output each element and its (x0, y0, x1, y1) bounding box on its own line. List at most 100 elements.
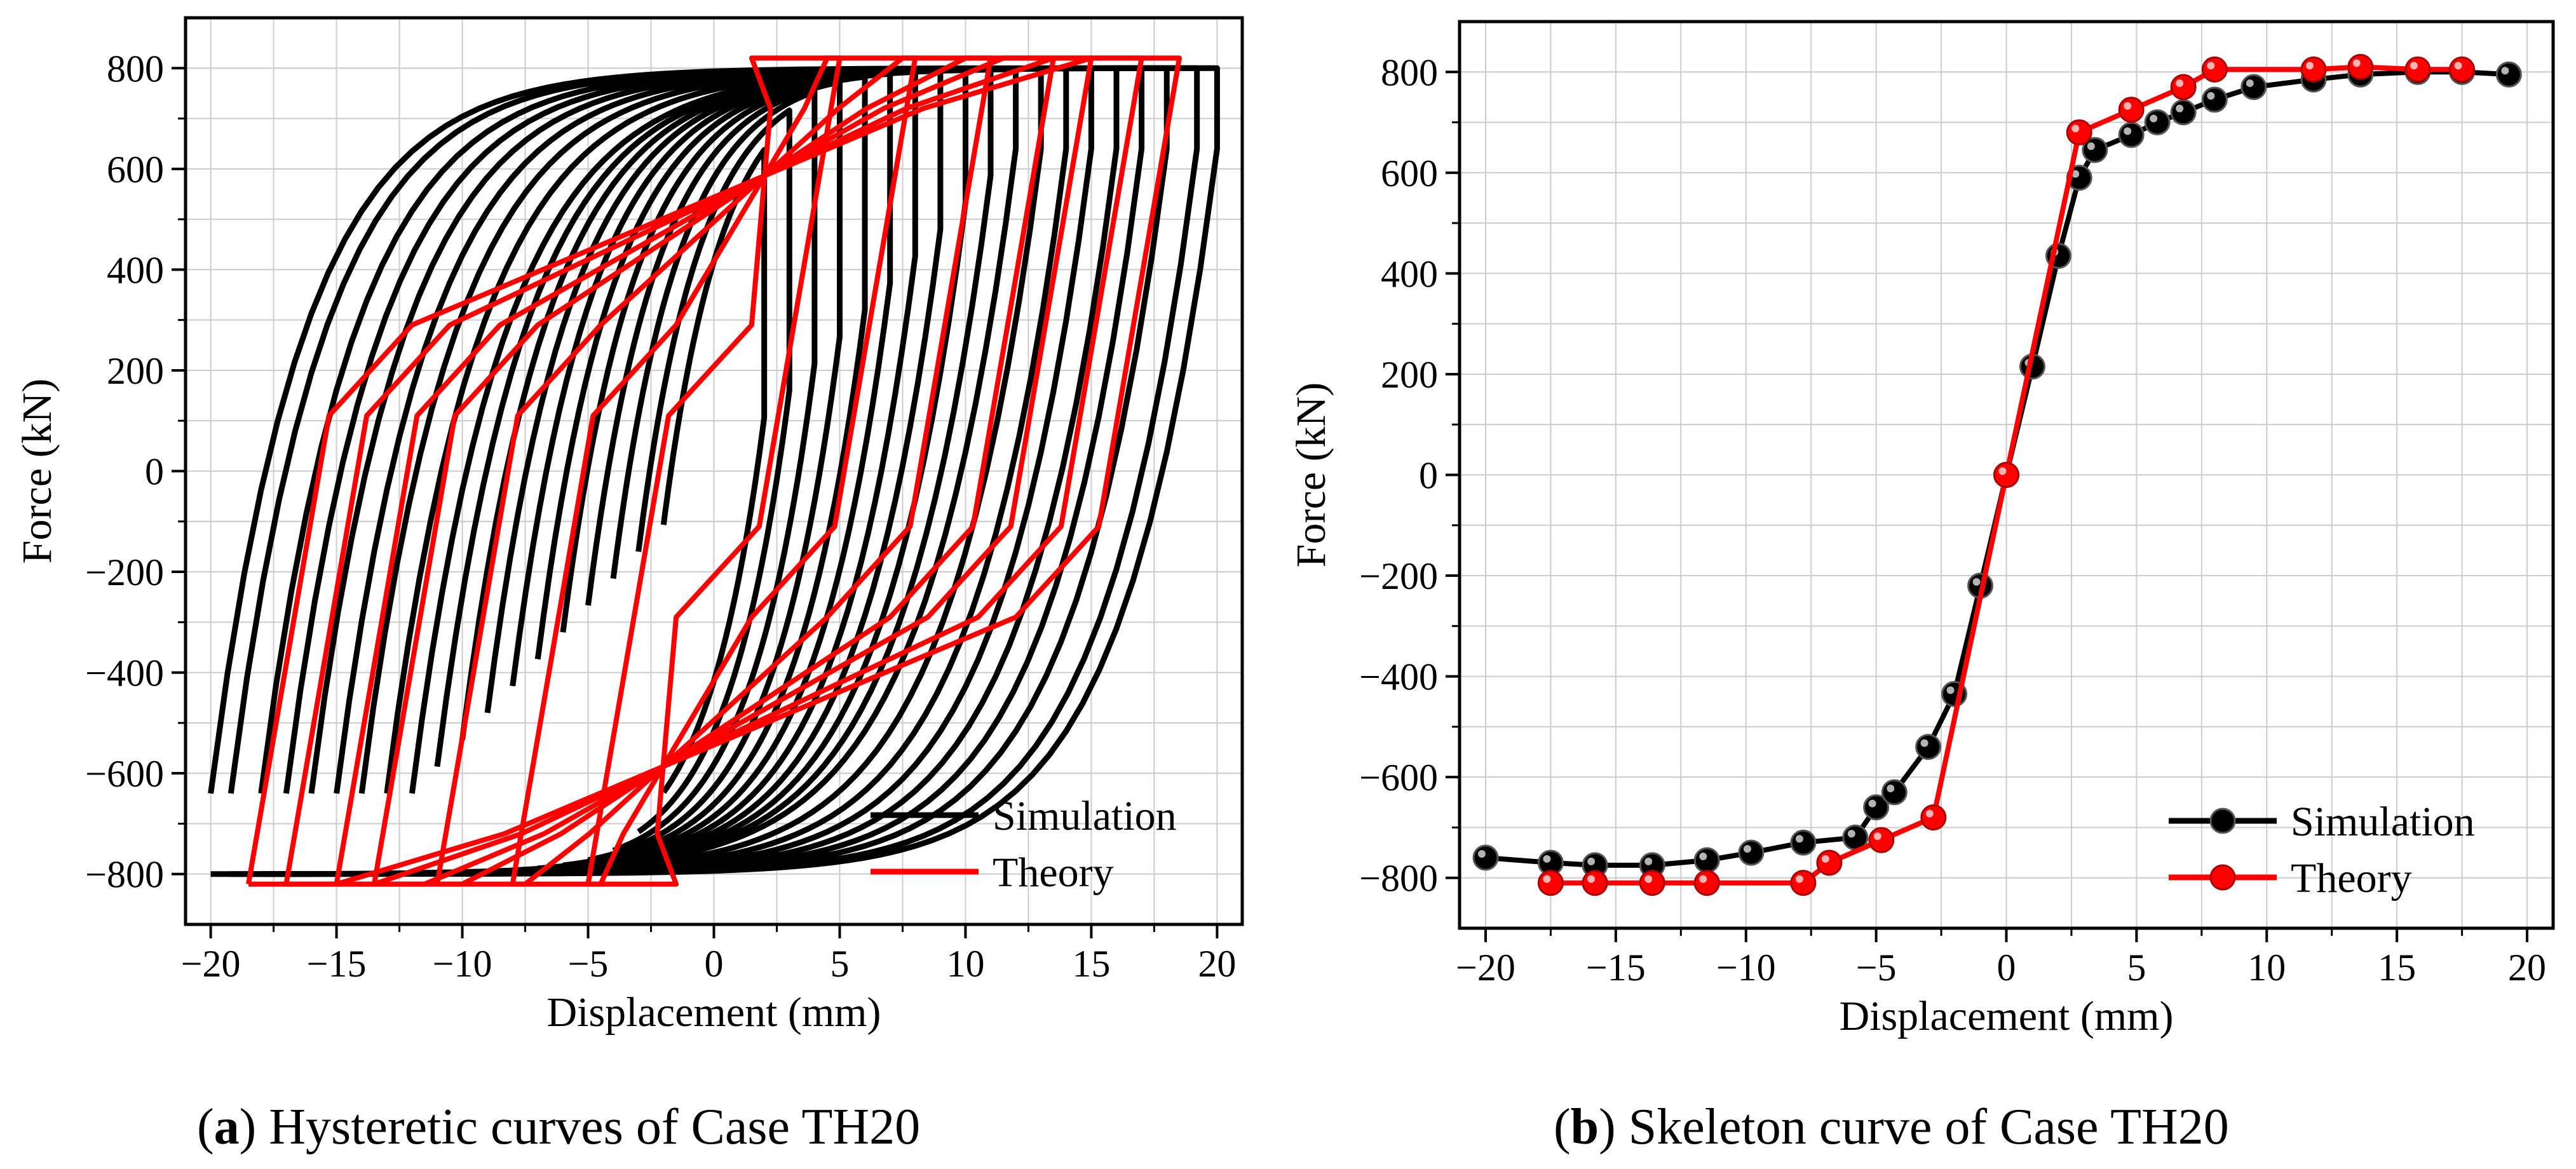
y-tick-label: −600 (1359, 757, 1438, 799)
data-point-highlight (1587, 857, 1596, 865)
x-axis: −20 −15 −10 −5 0 5 10 15 20 (181, 924, 1236, 985)
data-point-theory (1920, 804, 1947, 831)
data-point-theory (1582, 870, 1608, 896)
data-point-simulation (2118, 121, 2145, 148)
hysteresis-loop-simulation (660, 147, 768, 794)
y-tick-label: 200 (107, 350, 164, 392)
x-tick-label: 15 (1072, 943, 1110, 985)
x-tick-label: −20 (181, 943, 241, 985)
data-point-highlight (1920, 739, 1929, 747)
data-point-theory (2404, 56, 2431, 83)
data-point-highlight (1972, 578, 1981, 586)
data-point-theory (1790, 870, 1817, 896)
data-point-simulation (2201, 86, 2228, 113)
data-point-highlight (1925, 809, 1934, 818)
data-point-highlight (1821, 855, 1829, 863)
x-tick-label: −5 (1856, 947, 1897, 989)
x-tick-label: −10 (1716, 947, 1776, 989)
plot-area (208, 55, 1220, 887)
data-point-highlight (2176, 104, 2184, 112)
data-point-highlight (2410, 62, 2418, 70)
data-point-simulation (2495, 61, 2522, 88)
y-tick-label: 200 (1381, 354, 1438, 396)
x-tick-label: 15 (2378, 947, 2416, 989)
caption-text: ) Hysteretic curves of Case TH20 (240, 1099, 921, 1155)
x-axis-title: Displacement (mm) (1839, 993, 2173, 1039)
legend-label-theory: Theory (2291, 855, 2412, 902)
y-axis: −800 −600 −400 −200 0 200 400 600 800 (85, 48, 186, 896)
data-point-theory (2201, 56, 2228, 83)
data-point-simulation (2144, 109, 2171, 136)
hysteresis-loop-simulation (208, 65, 1220, 877)
data-point-highlight (2501, 67, 2509, 75)
gridlines (1460, 22, 2553, 928)
y-tick-label: 400 (1381, 253, 1438, 295)
data-point-highlight (1543, 875, 1551, 883)
data-point-theory (2449, 56, 2476, 83)
x-tick-label: −15 (307, 943, 367, 985)
chart-hysteretic: −20 −15 −10 −5 0 5 10 15 20 −800 −600 −400 −200 0 200 4… (14, 16, 1244, 1155)
data-point-highlight (1887, 784, 1895, 792)
caption-text: ) Skeleton curve of Case TH20 (1599, 1099, 2229, 1155)
series-theory (1537, 53, 2476, 896)
caption-open: ( (1554, 1099, 1571, 1155)
data-point-highlight (1868, 799, 1876, 807)
x-axis-title: Displacement (mm) (546, 989, 881, 1036)
data-point-highlight (2087, 142, 2095, 151)
legend-marker-simulation (2209, 807, 2236, 834)
figure-caption: (b) Skeleton curve of Case TH20 (1554, 1099, 2229, 1155)
data-point-highlight (2176, 79, 2184, 88)
y-tick-label: −200 (1359, 555, 1438, 597)
data-point-highlight (1587, 875, 1596, 883)
y-tick-label: −400 (85, 652, 164, 694)
caption-letter: b (1571, 1099, 1599, 1155)
data-point-highlight (2352, 59, 2361, 67)
data-point-simulation (1738, 839, 1765, 866)
y-tick-label: −800 (1359, 858, 1438, 900)
data-point-simulation (1472, 844, 1499, 871)
y-tick-label: 400 (107, 249, 164, 291)
data-point-highlight (1644, 857, 1653, 865)
hysteresis-loop-simulation (560, 74, 868, 868)
data-point-highlight (1873, 832, 1881, 841)
legend-label-theory: Theory (993, 849, 1114, 896)
data-point-highlight (2207, 91, 2215, 100)
data-point-highlight (2071, 125, 2080, 133)
data-point-theory (1693, 870, 1720, 896)
data-point-simulation (1915, 734, 1942, 760)
data-point-theory (2347, 53, 2374, 80)
y-tick-label: 600 (107, 149, 164, 191)
data-point-theory (1639, 870, 1665, 896)
data-point-highlight (2124, 127, 2132, 135)
data-point-simulation (2240, 74, 2267, 100)
data-point-highlight (1795, 835, 1803, 843)
data-point-highlight (2454, 62, 2462, 70)
series-theory (246, 55, 1182, 887)
data-point-highlight (1644, 875, 1653, 883)
data-point-simulation (1790, 829, 1817, 856)
hysteresis-loop-theory (246, 55, 1182, 887)
x-tick-label: −10 (433, 943, 492, 985)
y-axis-title: Force (kN) (14, 379, 60, 564)
y-tick-label: −400 (1359, 656, 1438, 698)
data-point-simulation (1693, 847, 1720, 874)
x-tick-label: 20 (2508, 947, 2546, 989)
x-tick-label: 20 (1198, 943, 1236, 985)
legend: Simulation Theory (2169, 799, 2475, 902)
data-point-highlight (1998, 467, 2007, 475)
data-point-simulation (1881, 779, 1908, 806)
data-point-highlight (1847, 830, 1855, 838)
legend-marker-theory (2209, 864, 2236, 891)
x-tick-label: 5 (830, 943, 849, 985)
plot-area (1472, 53, 2522, 896)
x-tick-label: 0 (1997, 947, 2016, 989)
figure-caption: (a) Hysteretic curves of Case TH20 (197, 1099, 920, 1155)
data-point-theory (1868, 827, 1895, 853)
y-tick-label: −600 (85, 753, 164, 795)
chart-skeleton: −20 −15 −10 −5 0 5 10 15 20 −800 −600 −400 −200 0 200 4… (1288, 20, 2555, 1155)
caption-open: ( (197, 1099, 214, 1155)
y-tick-label: 0 (145, 451, 164, 493)
y-tick-label: −800 (85, 854, 164, 896)
data-point-highlight (1743, 845, 1751, 853)
